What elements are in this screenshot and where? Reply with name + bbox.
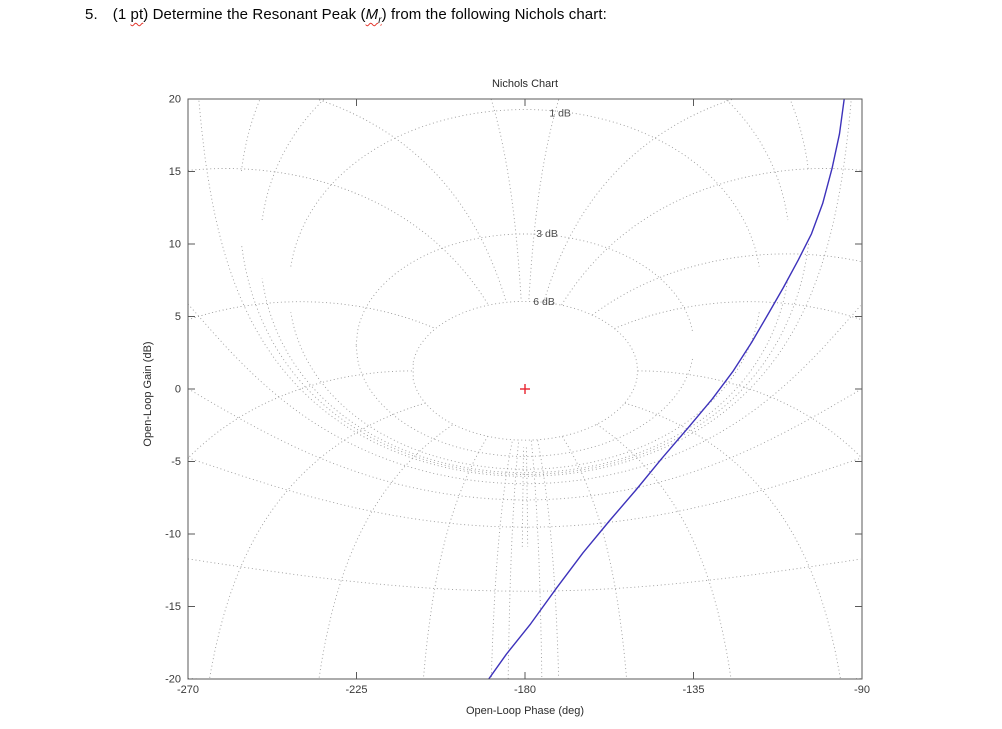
chart-title: Nichols Chart	[491, 78, 559, 90]
phase-contour--300deg	[188, 370, 413, 459]
x-tick-label: -135	[682, 684, 704, 696]
gain-contour--6dB	[188, 457, 861, 528]
question-post: ) from the following Nichols chart:	[381, 6, 607, 23]
phase-contour--179deg	[526, 448, 528, 663]
y-tick-label: 0	[175, 384, 181, 396]
phase-contour--270deg	[209, 402, 426, 679]
gain-contour-1dB	[290, 109, 760, 470]
plot-data	[487, 99, 845, 679]
y-tick-label: -5	[171, 456, 181, 468]
axes	[187, 98, 863, 680]
phase-contour--60deg	[637, 370, 862, 459]
gain-contour-6dB	[412, 300, 639, 441]
question-pt: pt	[130, 6, 144, 23]
x-axis-label: Open-Loop Phase (deg)	[465, 705, 585, 717]
gain-contour--1dB	[188, 303, 861, 485]
phase-contour--175deg	[530, 440, 543, 679]
gain-contour-0.5dB	[261, 99, 789, 474]
question-number: 5.	[85, 6, 98, 23]
contour-label: 1 dB	[549, 108, 571, 120]
x-tick-label: -225	[345, 684, 367, 696]
gain-contour-0dB	[197, 47, 855, 476]
y-tick-label: -10	[165, 529, 181, 541]
axis-ticks: 1 dB 3 dB 6 dB -270 -225 -180 -135 -90 -20 -15 -10…	[165, 94, 870, 697]
phase-contour--185deg	[507, 440, 520, 679]
phase-contour--170deg	[537, 440, 560, 679]
phase-contour--240deg	[318, 423, 454, 679]
gain-contour--12dB	[188, 558, 861, 592]
nichols-grid	[188, 47, 862, 679]
x-tick-label: -180	[514, 684, 536, 696]
phase-contour--359deg	[490, 99, 522, 300]
phase-contour--1deg	[528, 99, 560, 300]
y-tick-label: -15	[165, 601, 181, 613]
y-tick-label: 10	[169, 239, 181, 251]
phase-contour--30deg	[614, 301, 862, 329]
phase-contour--330deg	[188, 301, 436, 329]
question-pre: (1	[112, 6, 131, 23]
phase-contour--20deg	[592, 253, 862, 316]
phase-contour--355deg	[315, 99, 507, 303]
gain-contour--3dB	[188, 388, 861, 501]
question-text: 5. (1 pt) Determine the Resonant Peak (Mr…	[85, 6, 607, 26]
phase-contour--5deg	[543, 99, 735, 303]
critical-point-marker	[520, 384, 530, 394]
contour-label: 6 dB	[533, 296, 555, 308]
phase-contour--350deg	[188, 168, 489, 306]
phase-contour--120deg	[596, 423, 732, 679]
open-loop-response-curve	[487, 99, 845, 679]
phase-contour--10deg	[561, 168, 862, 306]
y-tick-label: -20	[165, 674, 181, 686]
y-tick-label: 5	[175, 311, 181, 323]
x-tick-label: -270	[177, 684, 199, 696]
mr-symbol: Mr	[365, 6, 382, 26]
y-tick-label: 15	[169, 166, 181, 178]
contour-label: 3 dB	[536, 228, 558, 240]
phase-contour--181deg	[521, 447, 525, 547]
gain-contour-0.25dB	[240, 99, 810, 475]
question-mid: ) Determine the Resonant Peak (	[143, 6, 366, 23]
y-tick-label: 20	[169, 94, 181, 106]
x-tick-label: -90	[854, 684, 870, 696]
phase-contour--210deg	[422, 436, 489, 679]
gain-contour-3dB	[355, 233, 693, 457]
